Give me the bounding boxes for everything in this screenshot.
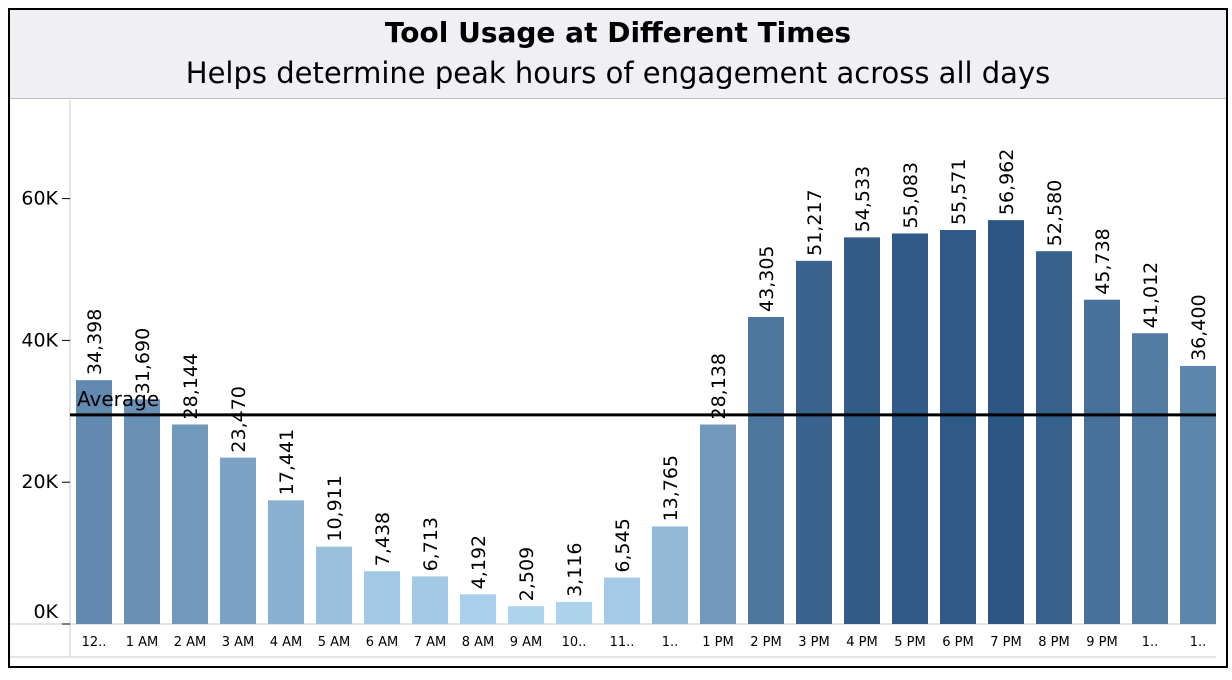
bar: [700, 424, 736, 624]
x-tick-label: 10..: [562, 635, 587, 650]
bar: [892, 233, 928, 624]
x-tick-label: 8 AM: [462, 635, 495, 650]
bar: [1036, 251, 1072, 624]
x-tick-label: 5 PM: [894, 635, 925, 650]
y-tick-label: 60K: [21, 188, 58, 210]
value-label: 17,441: [276, 429, 298, 495]
value-label: 36,400: [1188, 294, 1210, 360]
value-label: 51,217: [804, 189, 826, 255]
bar: [1084, 299, 1120, 624]
x-tick-label: 1..: [662, 635, 679, 650]
x-tick-label: 1..: [1190, 635, 1207, 650]
value-label: 28,138: [708, 353, 730, 419]
x-tick-label: 4 PM: [846, 635, 877, 650]
value-label: 23,470: [228, 386, 250, 452]
y-tick-label: 0K: [33, 601, 58, 623]
x-tick-label: 12..: [82, 635, 107, 650]
bar: [508, 606, 544, 624]
value-label: 3,116: [564, 543, 586, 597]
y-tick-label: 40K: [21, 329, 58, 351]
x-tick-label: 4 AM: [270, 635, 303, 650]
value-label: 43,305: [756, 245, 778, 311]
value-label: 56,962: [996, 149, 1018, 215]
value-label: 52,580: [1044, 180, 1066, 246]
value-label: 34,398: [84, 309, 106, 375]
bar: [124, 399, 160, 624]
bar: [1132, 333, 1168, 624]
bar: [460, 594, 496, 624]
value-label: 10,911: [324, 475, 346, 541]
bar: [988, 220, 1024, 625]
x-tick-label: 9 AM: [510, 635, 543, 650]
x-tick-label: 5 AM: [318, 635, 351, 650]
value-label: 45,738: [1092, 228, 1114, 294]
bar: [172, 424, 208, 624]
bar: [316, 546, 352, 624]
x-tick-label: 6 PM: [942, 635, 973, 650]
value-label: 4,192: [468, 535, 490, 589]
bar: [604, 577, 640, 624]
y-tick-label: 20K: [21, 471, 58, 493]
bar: [652, 526, 688, 624]
chart-subtitle: Helps determine peak hours of engagement…: [185, 56, 1051, 90]
value-label: 13,765: [660, 455, 682, 521]
chart-frame: Tool Usage at Different Times Helps dete…: [8, 8, 1228, 668]
value-label: 31,690: [132, 328, 154, 394]
bar: [364, 571, 400, 624]
chart-title: Tool Usage at Different Times: [384, 16, 852, 49]
bar: [268, 500, 304, 624]
value-label: 28,144: [180, 353, 202, 419]
bar: [412, 576, 448, 624]
x-tick-label: 9 PM: [1086, 635, 1117, 650]
x-tick-label: 6 AM: [366, 635, 399, 650]
x-tick-label: 2 AM: [174, 635, 207, 650]
average-label: Average: [77, 387, 159, 411]
bar: [796, 260, 832, 624]
value-label: 54,533: [852, 166, 874, 232]
bar: [1180, 365, 1216, 624]
x-tick-label: 2 PM: [750, 635, 781, 650]
x-tick-label: 8 PM: [1038, 635, 1069, 650]
bar: [220, 457, 256, 624]
bar: [940, 230, 976, 624]
chart-header: Tool Usage at Different Times Helps dete…: [10, 10, 1226, 99]
bar: [556, 601, 592, 624]
value-label: 7,438: [372, 512, 394, 566]
value-label: 6,713: [420, 517, 442, 571]
value-label: 6,545: [612, 518, 634, 572]
x-tick-label: 7 AM: [414, 635, 447, 650]
bar: [844, 237, 880, 624]
x-tick-label: 7 PM: [990, 635, 1021, 650]
x-tick-label: 1 PM: [702, 635, 733, 650]
value-label: 55,571: [948, 159, 970, 225]
bar: [748, 316, 784, 624]
value-label: 41,012: [1140, 262, 1162, 328]
x-tick-label: 1..: [1142, 635, 1159, 650]
x-tick-label: 3 PM: [798, 635, 829, 650]
x-tick-label: 3 AM: [222, 635, 255, 650]
x-tick-label: 1 AM: [126, 635, 159, 650]
bar: [76, 380, 112, 624]
value-label: 2,509: [516, 547, 538, 601]
value-label: 55,083: [900, 162, 922, 228]
x-tick-label: 11..: [610, 635, 635, 650]
